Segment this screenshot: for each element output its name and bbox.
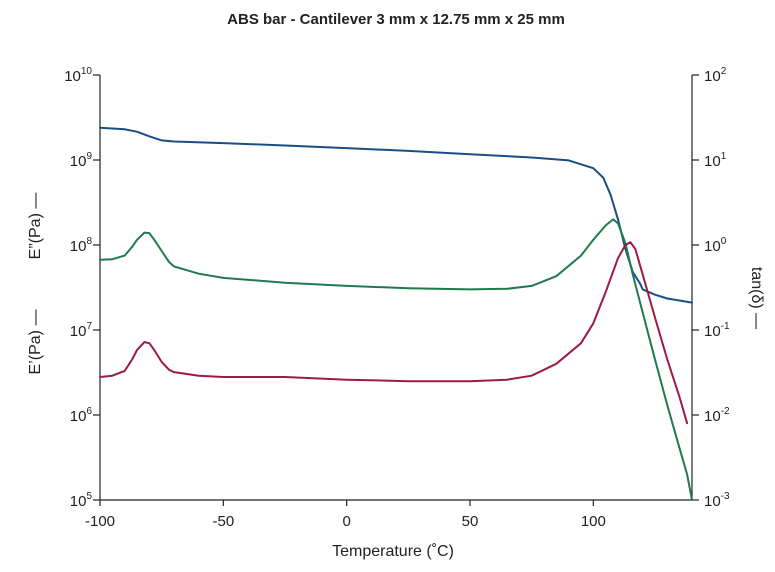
left-axis-title-e-prime: E’(Pa) —: [27, 310, 44, 375]
log-tick-label: 107: [70, 321, 93, 340]
ticks-layer: -100 -50 0 50 100 105 106 107 108 109 1010 10-3 10-2…: [64, 66, 730, 530]
log-tick-label: 10-2: [704, 406, 730, 425]
right-axis-title-tan-delta: tan(δ) —: [748, 267, 765, 329]
series-line-e: [99, 126, 693, 304]
x-tick-label: 100: [581, 513, 606, 530]
log-tick-label: 10-3: [704, 491, 730, 510]
x-tick-label: 0: [342, 513, 350, 530]
log-tick-label: 109: [70, 151, 93, 170]
log-tick-label: 105: [70, 491, 93, 510]
series-layer: [99, 126, 693, 501]
log-tick-label: 108: [70, 236, 93, 255]
chart-title: ABS bar - Cantilever 3 mm x 12.75 mm x 2…: [227, 11, 565, 28]
log-tick-label: 100: [704, 236, 727, 255]
log-tick-label: 101: [704, 151, 727, 170]
log-tick-label: 102: [704, 66, 727, 85]
series-line-tan: [99, 241, 689, 425]
log-tick-label: 106: [70, 406, 93, 425]
x-tick-label: -50: [212, 513, 234, 530]
x-tick-label: 50: [462, 513, 479, 530]
x-axis-title: Temperature (˚C): [332, 543, 454, 560]
log-tick-label: 1010: [64, 66, 92, 85]
series-line-e: [99, 218, 693, 501]
left-axis-title-e-double-prime: E”(Pa) —: [27, 193, 44, 260]
x-tick-label: -100: [85, 513, 115, 530]
log-tick-label: 10-1: [704, 321, 730, 340]
